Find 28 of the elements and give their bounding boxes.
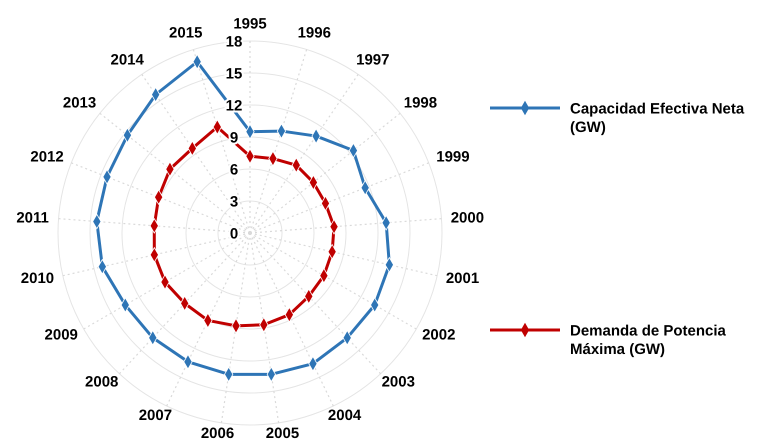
legend-label: Capacidad Efectiva Neta (GW) [570,100,745,136]
spoke-label: 1995 [233,15,267,32]
y-tick-label: 0 [230,225,238,242]
spoke-label: 2003 [382,373,415,390]
spoke-label: 2014 [110,52,145,69]
spoke-label: 1997 [356,52,390,69]
spoke-label: 2008 [85,373,118,390]
spoke-label: 1998 [404,94,438,112]
spoke-label: 2007 [138,407,172,424]
spoke-label: 2002 [422,326,456,344]
spoke-label: 2000 [450,210,484,227]
y-tick-label: 15 [226,65,242,82]
spoke-label: 1996 [298,24,331,42]
y-tick-label: 3 [230,193,238,210]
spoke-label: 2004 [328,407,362,424]
spoke-label: 2015 [169,24,202,42]
spoke-label: 2001 [446,270,480,288]
spoke-label: 2011 [16,210,49,227]
spoke-label: 2005 [266,424,300,441]
y-tick-label: 18 [226,33,242,50]
legend-label: Demanda de Potencia Máxima (GW) [570,322,727,358]
spoke-label: 2009 [44,326,78,344]
spoke-label: 2010 [20,270,54,288]
spoke-label: 2006 [200,424,234,441]
spoke-label: 2013 [62,94,96,112]
y-tick-label: 6 [230,161,238,178]
spoke-label: 2012 [30,148,64,166]
spoke-label: 1999 [436,148,470,166]
